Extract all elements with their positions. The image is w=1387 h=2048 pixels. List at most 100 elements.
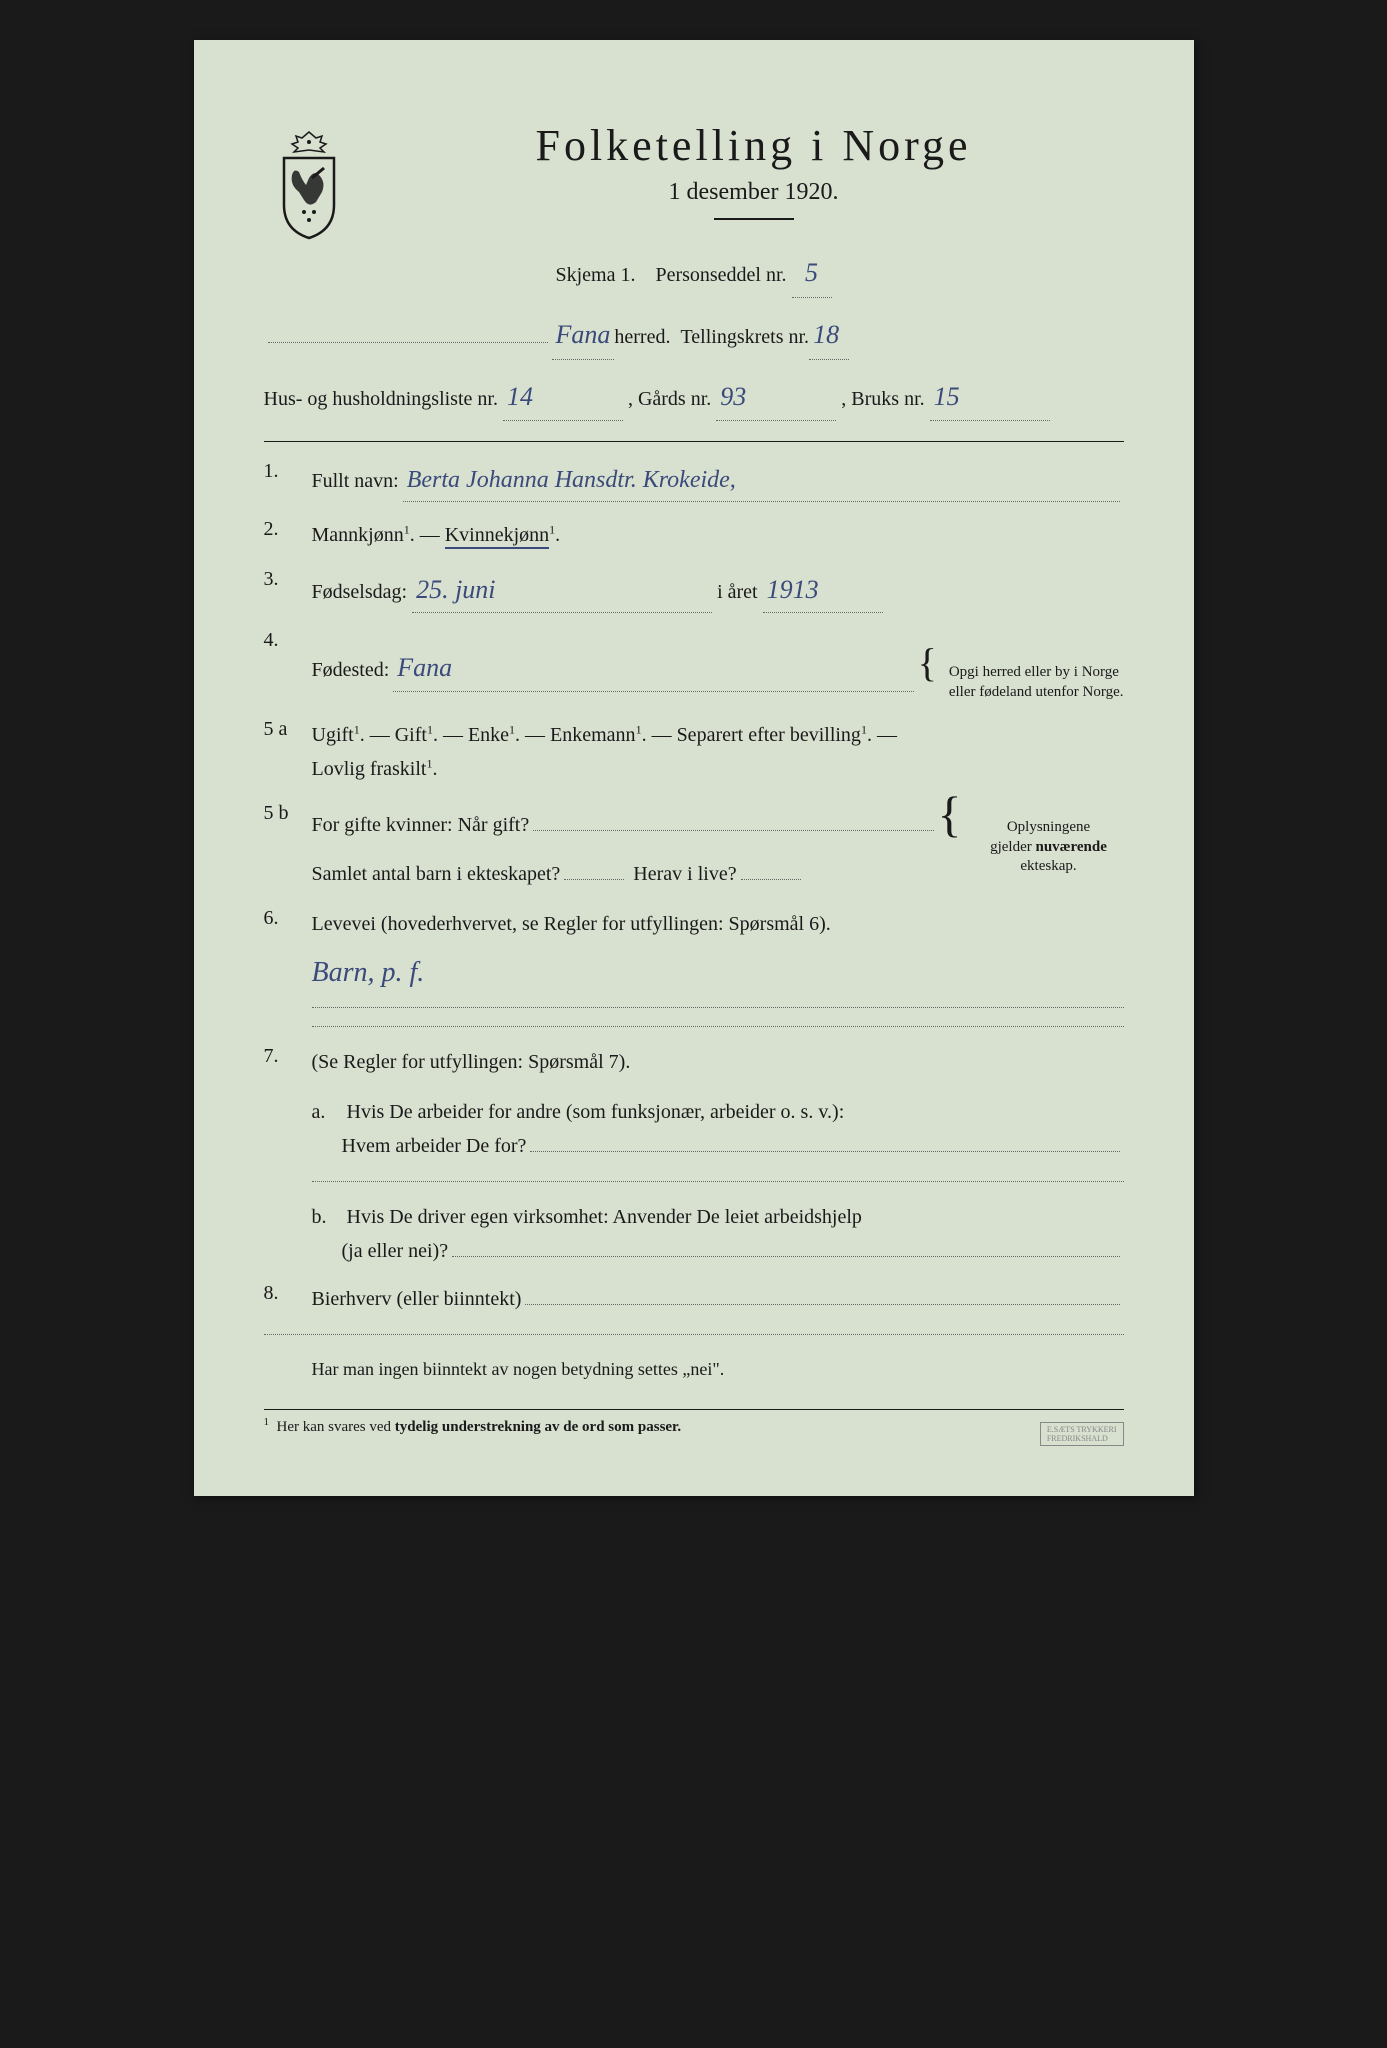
title-divider [714, 218, 794, 220]
husliste-line: Hus- og husholdningsliste nr. 14 , Gårds… [264, 374, 1124, 422]
footnote-bold: understrekning av de ord som passer. [442, 1419, 681, 1435]
q5a-last: Lovlig fraskilt [312, 758, 427, 780]
q3-year: 1913 [763, 568, 883, 613]
q7-label: (Se Regler for utfyllingen: Spørsmål 7). [312, 1051, 631, 1073]
q3-label: Fødselsdag: [312, 581, 408, 603]
q5b-label2: Samlet antal barn i ekteskapet? [312, 857, 561, 891]
q4-note-line1: Opgi herred eller by i Norge [949, 664, 1119, 680]
main-title: Folketelling i Norge [384, 120, 1124, 171]
q4-value: Fana [393, 646, 913, 691]
q5a-opt2: Enke [468, 724, 509, 746]
footnote-num: 1 [264, 1416, 270, 1428]
herred-value: Fana [552, 312, 615, 360]
q5b-label3: Herav i live? [633, 857, 736, 891]
q7b-row2: (ja eller nei)? [342, 1234, 1124, 1268]
section-divider-1 [264, 441, 1124, 442]
q5b-num: 5 b [264, 802, 312, 891]
q7-num: 7. [264, 1045, 312, 1079]
husliste-label: Hus- og husholdningsliste nr. [264, 388, 498, 410]
subtitle-date: 1 desember 1920. [384, 179, 1124, 206]
question-1: 1. Fullt navn: Berta Johanna Hansdtr. Kr… [264, 460, 1124, 502]
q2-sup1: 1 [404, 523, 410, 537]
q6-rule2 [312, 1026, 1124, 1027]
q7-content: (Se Regler for utfyllingen: Spørsmål 7). [312, 1045, 1124, 1079]
q5a-content: Ugift1. — Gift1. — Enke1. — Enkemann1. —… [312, 718, 1124, 786]
printer-stamp: E.SÆTS TRYKKERIFREDRIKSHALD [1040, 1422, 1124, 1446]
q5a-opt4: Separert efter bevilling [677, 724, 861, 746]
q7b-letter: b. [312, 1200, 342, 1234]
gards-nr: 93 [716, 374, 836, 422]
q2-num: 2. [264, 518, 312, 552]
q7a-letter: a. [312, 1095, 342, 1129]
q8-label: Bierhverv (eller biinntekt) [312, 1282, 522, 1316]
q1-label: Fullt navn: [312, 464, 399, 498]
q1-content: Fullt navn: Berta Johanna Hansdtr. Kroke… [312, 460, 1124, 502]
question-7a: a. Hvis De arbeider for andre (som funks… [312, 1095, 1124, 1163]
question-3: 3. Fødselsdag: 25. juni i året 1913 [264, 568, 1124, 613]
q5b-note2: gjelder nuværende [990, 839, 1107, 855]
q8-rule [264, 1334, 1124, 1335]
q7b-line2: (ja eller nei)? [342, 1234, 449, 1268]
tellingskrets-label: Tellingskrets nr. [680, 319, 809, 355]
question-7: 7. (Se Regler for utfyllingen: Spørsmål … [264, 1045, 1124, 1079]
q7b-fill [452, 1256, 1119, 1257]
q5b-fill2 [564, 879, 624, 880]
footer-note: Har man ingen biinntekt av nogen betydni… [312, 1353, 1124, 1385]
question-4: 4. Fødested: Fana { Opgi herred eller by… [264, 629, 1124, 702]
personseddel-label: Personseddel nr. [655, 264, 786, 286]
q1-value: Berta Johanna Hansdtr. Krokeide, [403, 460, 1120, 502]
q5a-num: 5 a [264, 718, 312, 786]
q6-value: Barn, p. f. [312, 957, 1124, 989]
herred-prefix-line [268, 342, 548, 343]
husliste-nr: 14 [503, 374, 623, 422]
q5a-opt3: Enkemann [550, 724, 636, 746]
gards-label: , Gårds nr. [628, 388, 711, 410]
q4-content: Fødested: Fana { Opgi herred eller by i … [312, 629, 1124, 702]
q6-num: 6. [264, 907, 312, 941]
q5b-fill1 [533, 830, 933, 831]
question-8: 8. Bierhverv (eller biinntekt) [264, 1282, 1124, 1316]
question-7b: b. Hvis De driver egen virksomhet: Anven… [312, 1200, 1124, 1268]
q7a-rule [312, 1181, 1124, 1182]
q8-num: 8. [264, 1282, 312, 1316]
skjema-line: Skjema 1. Personseddel nr. 5 [264, 250, 1124, 298]
footnote: 1 Her kan svares ved tydelig understrekn… [264, 1409, 1124, 1436]
herred-line: Fana herred. Tellingskrets nr. 18 [264, 312, 1124, 360]
q4-brace-icon: { [918, 629, 937, 697]
skjema-label: Skjema 1. [555, 264, 635, 286]
census-form-document: Folketelling i Norge 1 desember 1920. Sk… [194, 40, 1194, 1496]
question-5a: 5 a Ugift1. — Gift1. — Enke1. — Enkemann… [264, 718, 1124, 786]
bruks-label: , Bruks nr. [841, 388, 924, 410]
q4-note: Opgi herred eller by i Norge eller fødel… [949, 663, 1124, 702]
q4-num: 4. [264, 629, 312, 702]
q6-content: Levevei (hovederhvervet, se Regler for u… [312, 907, 1124, 941]
q3-content: Fødselsdag: 25. juni i året 1913 [312, 568, 1124, 613]
title-block: Folketelling i Norge 1 desember 1920. [384, 120, 1124, 240]
q7a-line2: Hvem arbeider De for? [342, 1129, 527, 1163]
header-row: Folketelling i Norge 1 desember 1920. [264, 120, 1124, 240]
q5a-opt0: Ugift [312, 724, 354, 746]
q3-num: 3. [264, 568, 312, 613]
personseddel-nr: 5 [792, 250, 832, 298]
q5b-note3: ekteskap. [1020, 858, 1076, 874]
question-6: 6. Levevei (hovederhvervet, se Regler fo… [264, 907, 1124, 941]
q3-year-label: i året [717, 581, 758, 603]
q8-content: Bierhverv (eller biinntekt) [312, 1282, 1124, 1316]
q5a-opt1: Gift [395, 724, 427, 746]
crest-svg [264, 130, 354, 240]
q2-content: Mannkjønn1. — Kvinnekjønn1. [312, 518, 1124, 552]
q5b-brace-icon: { [938, 802, 962, 827]
q6-rule1 [312, 1007, 1124, 1008]
q1-num: 1. [264, 460, 312, 502]
q2-opt2: Kvinnekjønn [445, 524, 549, 549]
q5b-label1: For gifte kvinner: Når gift? [312, 808, 530, 842]
q7a-fill [530, 1151, 1119, 1152]
question-5b: 5 b For gifte kvinner: Når gift? { Oplys… [264, 802, 1124, 891]
q2-opt1: Mannkjønn [312, 524, 404, 546]
stamp-text: E.SÆTS TRYKKERIFREDRIKSHALD [1047, 1425, 1117, 1443]
q8-fill [525, 1304, 1119, 1305]
q7a-row2: Hvem arbeider De for? [342, 1129, 1124, 1163]
q5b-note: Oplysningene gjelder nuværende ekteskap. [974, 818, 1124, 877]
coat-of-arms-icon [264, 130, 354, 240]
q3-day: 25. juni [412, 568, 712, 613]
